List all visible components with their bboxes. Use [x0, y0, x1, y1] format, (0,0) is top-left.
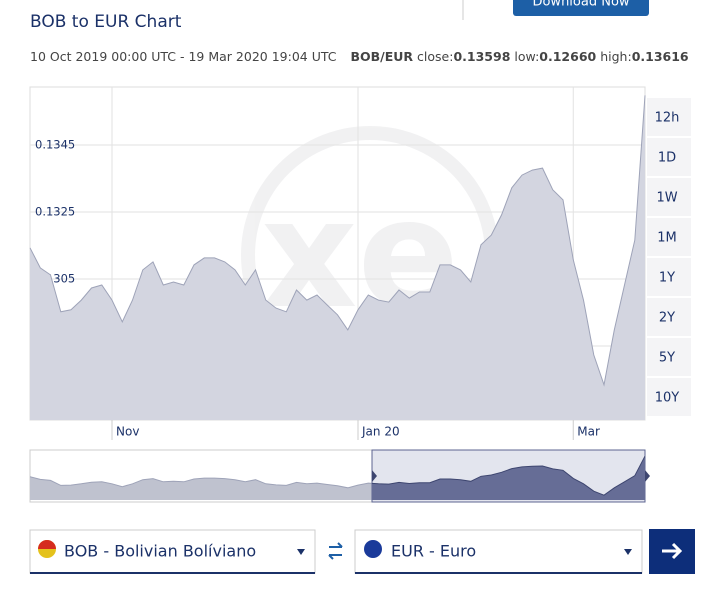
range-button[interactable] — [647, 378, 691, 416]
x-tick-label: Mar — [577, 425, 600, 439]
to-currency: EUR - Euro — [391, 542, 476, 561]
date-range: 10 Oct 2019 00:00 UTC - 19 Mar 2020 19:0… — [30, 49, 337, 64]
from-select[interactable] — [29, 529, 316, 574]
x-tick-label: Nov — [116, 425, 139, 439]
area — [30, 476, 372, 500]
range-button[interactable] — [647, 298, 691, 336]
dropdown-arrow — [297, 549, 305, 555]
range-button[interactable] — [647, 98, 691, 136]
page-title: BOB to EUR Chart — [30, 12, 182, 32]
y-tick-label: 0.1345 — [35, 137, 75, 151]
stat-value: 0.13616 — [632, 49, 689, 64]
range-label: 1W — [656, 191, 677, 206]
stat-label: low: — [514, 49, 539, 64]
download-button[interactable] — [513, 0, 649, 16]
range-label: 5Y — [659, 351, 675, 366]
range-label: 12h — [655, 111, 680, 126]
range-label: 1M — [657, 231, 677, 246]
range-label: 1D — [658, 151, 676, 166]
summary: 10 Oct 2019 00:00 UTC - 19 Mar 2020 19:0… — [30, 49, 689, 64]
range-label: 10Y — [655, 391, 680, 406]
line — [372, 455, 645, 496]
stat-label: high: — [600, 49, 631, 64]
range-button[interactable] — [647, 218, 691, 256]
range-label: 2Y — [659, 311, 675, 326]
download-label: Download Now — [532, 0, 629, 10]
range-button[interactable] — [647, 178, 691, 216]
line — [30, 476, 372, 489]
from-currency: BOB - Bolivian Bolíviano — [64, 542, 256, 561]
pair: BOB/EUR — [350, 49, 413, 64]
area — [30, 95, 645, 421]
flag-bo-red — [38, 540, 56, 549]
nav-handle[interactable] — [372, 470, 377, 482]
dropdown-arrow — [624, 549, 632, 555]
x-tick-label: Jan 20 — [361, 425, 400, 439]
to-select[interactable] — [354, 529, 643, 574]
y-tick-label: 0.1325 — [35, 204, 75, 218]
nav-handle[interactable] — [645, 470, 650, 482]
area — [372, 456, 645, 500]
swap-icon[interactable] — [328, 542, 343, 560]
range-button[interactable] — [647, 138, 691, 176]
stat-value: 0.12660 — [539, 49, 596, 64]
range-button[interactable] — [647, 338, 691, 376]
arrow-icon — [662, 542, 683, 560]
stat-label: close: — [417, 49, 453, 64]
flag-eu — [364, 540, 382, 558]
stat-value: 0.13598 — [453, 49, 510, 64]
line — [29, 95, 646, 387]
range-button[interactable] — [647, 258, 691, 296]
range-label: 1Y — [659, 271, 675, 286]
